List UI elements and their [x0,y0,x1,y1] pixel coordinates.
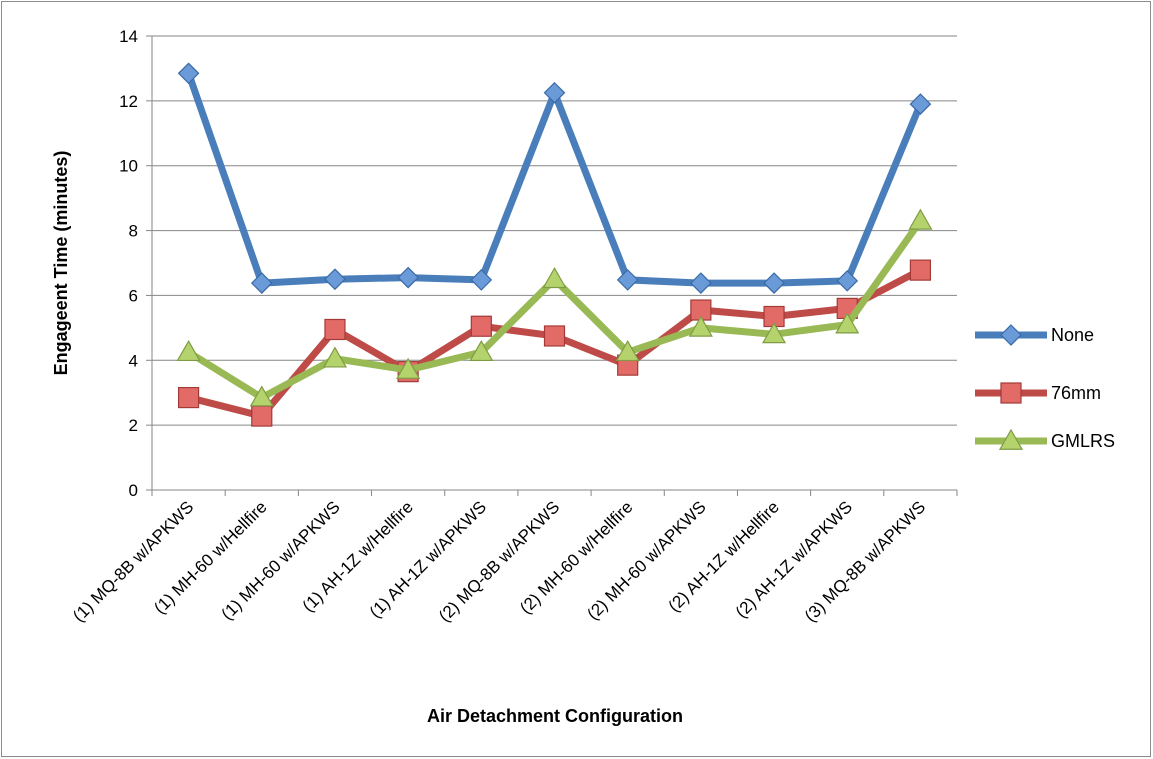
x-tick-label: (2) MQ-8B w/APKWS [435,497,563,625]
data-point-76mm [543,325,566,347]
x-tick-labels: (1) MQ-8B w/APKWS(1) MH-60 w/Hellfire(1)… [69,497,929,625]
y-tick-label: 4 [129,351,138,370]
y-tick-label: 2 [129,416,138,435]
data-point-gmlrs [615,339,640,362]
legend-item-gmlrs: GMLRS [975,428,1115,451]
gridlines [146,35,957,491]
y-tick-label: 8 [129,222,138,241]
data-point-gmlrs [542,267,567,289]
series-none [177,62,932,294]
data-point-gmlrs [908,208,933,230]
data-point-gmlrs [396,357,421,379]
legend-label: GMLRS [1051,431,1115,451]
data-point-none [909,93,932,115]
data-point-gmlrs [176,339,201,362]
axes [151,36,958,496]
data-point-gmlrs [835,312,860,334]
series-line-none [185,69,924,287]
legend-item-none: None [975,324,1094,346]
data-point-none [250,272,273,294]
data-point-none [763,272,785,294]
y-tick-labels: 0 2 4 6 8 10 12 14 [119,27,138,500]
y-tick-label: 6 [129,286,138,305]
x-tick-label: (2) MH-60 w/APKWS [583,497,709,623]
x-tick-label: (3) MQ-8B w/APKWS [801,497,929,625]
data-point-gmlrs [322,346,347,368]
data-point-76mm [909,259,932,281]
x-tick-label: (1) MQ-8B w/APKWS [69,497,197,625]
legend-marker [998,428,1024,450]
data-point-none [690,272,712,294]
data-point-none [324,268,346,291]
data-point-gmlrs [762,322,787,344]
data-point-none [470,269,493,291]
data-point-none [397,266,419,289]
legend-marker [1000,382,1022,404]
data-point-76mm [177,386,200,409]
y-tick-label: 0 [129,481,138,500]
data-point-gmlrs [688,315,713,337]
y-tick-label: 10 [119,157,138,176]
data-point-none [543,81,566,104]
y-tick-label: 14 [119,27,138,46]
data-point-76mm [324,318,346,341]
legend: None 76mm GMLRS [975,324,1115,451]
x-axis-title: Air Detachment Configuration [427,706,683,726]
data-point-gmlrs [469,339,494,362]
legend-label: 76mm [1051,383,1101,403]
legend-marker [1000,324,1022,346]
data-point-none [836,269,859,292]
series-gmlrs [176,208,933,407]
x-tick-label: (1) MH-60 w/APKWS [217,497,343,623]
data-point-none [616,269,639,291]
y-tick-label: 12 [119,92,138,111]
series-group [176,62,933,427]
data-point-none [177,62,200,85]
data-point-gmlrs [249,385,274,407]
series-76mm [177,259,932,427]
y-axis-title: Engageent Time (minutes) [51,151,71,376]
data-point-76mm [470,315,492,337]
data-point-76mm [251,405,273,427]
legend-item-76mm: 76mm [975,382,1101,404]
legend-label: None [1051,325,1094,345]
